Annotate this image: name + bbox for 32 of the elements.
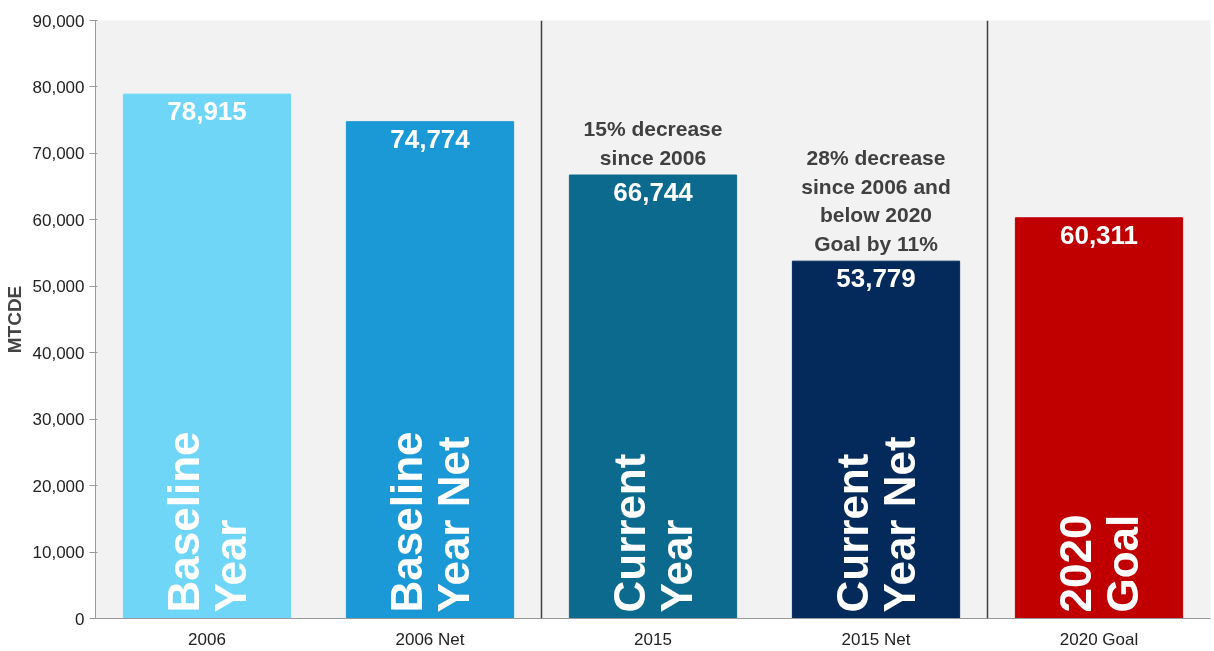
data-label: 53,779 [836, 263, 916, 294]
y-tick-label: 60,000 [32, 210, 85, 230]
data-label: 60,311 [1059, 219, 1139, 250]
annotation: Baseline Year Net [382, 431, 478, 613]
x-tick-label: 2006 Net [395, 629, 465, 649]
bar [122, 93, 292, 619]
y-tick-label: 0 [75, 609, 85, 629]
data-label: 78,915 [167, 96, 247, 127]
y-tick-label: 10,000 [32, 543, 85, 563]
annotation: Baseline Year [159, 431, 255, 613]
data-label: 66,744 [613, 177, 694, 208]
x-tick-label: 2020 Goal [1059, 629, 1139, 649]
annotation: Current Year Net [828, 436, 924, 613]
y-tick-label: 30,000 [32, 410, 85, 430]
bar [345, 121, 515, 619]
y-tick-label: 70,000 [32, 144, 85, 164]
x-tick-label: 2006 [188, 629, 226, 649]
annotation: 28% decrease since 2006 and below 2020 Goal by 11% [801, 145, 951, 256]
y-tick-label: 80,000 [32, 77, 85, 97]
y-axis-title: MTCDE [3, 285, 25, 354]
y-tick-label: 50,000 [32, 277, 85, 297]
x-tick-label: 2015 Net [841, 629, 911, 649]
bar [791, 260, 961, 619]
bar [1014, 217, 1184, 619]
y-tick-label: 40,000 [32, 343, 85, 363]
data-label: 74,774 [390, 123, 471, 154]
annotation: 15% decrease since 2006 [583, 117, 723, 170]
x-tick-label: 2015 [634, 629, 672, 649]
annotation: Current Year [605, 453, 701, 613]
bar [568, 174, 738, 619]
y-tick-label: 90,000 [32, 11, 85, 31]
y-tick-label: 20,000 [32, 476, 85, 496]
